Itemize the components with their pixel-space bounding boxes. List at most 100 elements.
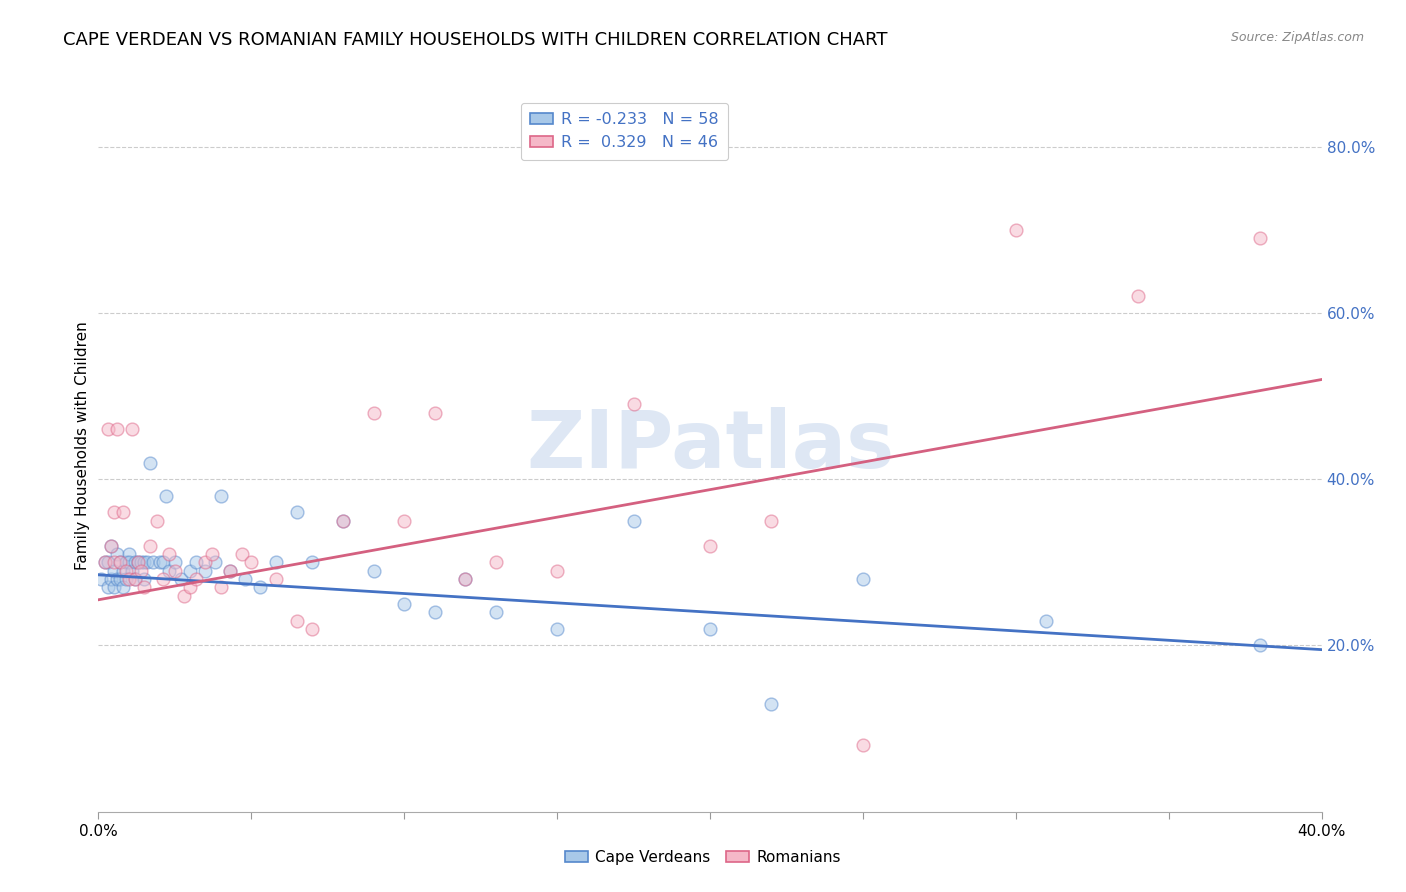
- Point: [179, 580, 201, 594]
- Point: [108, 572, 131, 586]
- Point: [139, 456, 162, 470]
- Point: [301, 555, 323, 569]
- Point: [134, 572, 156, 586]
- Point: [852, 738, 875, 752]
- Point: [157, 564, 180, 578]
- Point: [157, 547, 180, 561]
- Point: [103, 564, 125, 578]
- Point: [485, 555, 508, 569]
- Point: [186, 555, 208, 569]
- Point: [127, 555, 149, 569]
- Point: [129, 564, 152, 578]
- Point: [142, 555, 165, 569]
- Point: [231, 547, 253, 561]
- Point: [108, 555, 131, 569]
- Point: [454, 572, 477, 586]
- Point: [111, 564, 134, 578]
- Point: [233, 572, 256, 586]
- Point: [363, 564, 385, 578]
- Point: [1035, 614, 1057, 628]
- Point: [1004, 223, 1026, 237]
- Point: [249, 580, 271, 594]
- Text: ZIPatlas: ZIPatlas: [526, 407, 894, 485]
- Point: [118, 555, 141, 569]
- Point: [134, 580, 156, 594]
- Point: [1128, 289, 1150, 303]
- Point: [115, 564, 138, 578]
- Point: [759, 514, 782, 528]
- Point: [332, 514, 354, 528]
- Point: [204, 555, 226, 569]
- Point: [97, 422, 120, 436]
- Point: [103, 555, 125, 569]
- Y-axis label: Family Households with Children: Family Households with Children: [75, 322, 90, 570]
- Point: [219, 564, 242, 578]
- Point: [264, 572, 287, 586]
- Point: [186, 572, 208, 586]
- Point: [546, 622, 568, 636]
- Point: [124, 572, 146, 586]
- Point: [111, 506, 134, 520]
- Point: [209, 580, 232, 594]
- Point: [115, 572, 138, 586]
- Point: [392, 514, 416, 528]
- Point: [264, 555, 287, 569]
- Point: [285, 506, 308, 520]
- Point: [219, 564, 242, 578]
- Point: [454, 572, 477, 586]
- Point: [155, 489, 177, 503]
- Point: [115, 555, 138, 569]
- Point: [1249, 231, 1271, 245]
- Point: [163, 564, 186, 578]
- Point: [97, 580, 120, 594]
- Point: [285, 614, 308, 628]
- Point: [129, 555, 152, 569]
- Point: [152, 572, 174, 586]
- Point: [485, 605, 508, 619]
- Point: [111, 580, 134, 594]
- Point: [759, 697, 782, 711]
- Point: [118, 547, 141, 561]
- Point: [179, 564, 201, 578]
- Point: [145, 514, 167, 528]
- Point: [105, 547, 128, 561]
- Point: [100, 539, 122, 553]
- Point: [136, 555, 159, 569]
- Point: [194, 555, 217, 569]
- Point: [121, 422, 143, 436]
- Text: CAPE VERDEAN VS ROMANIAN FAMILY HOUSEHOLDS WITH CHILDREN CORRELATION CHART: CAPE VERDEAN VS ROMANIAN FAMILY HOUSEHOL…: [63, 31, 887, 49]
- Point: [93, 555, 115, 569]
- Point: [852, 572, 875, 586]
- Point: [194, 564, 217, 578]
- Point: [97, 555, 120, 569]
- Point: [200, 547, 222, 561]
- Point: [139, 539, 162, 553]
- Legend: R = -0.233   N = 58, R =  0.329   N = 46: R = -0.233 N = 58, R = 0.329 N = 46: [520, 103, 728, 160]
- Point: [152, 555, 174, 569]
- Text: Source: ZipAtlas.com: Source: ZipAtlas.com: [1230, 31, 1364, 45]
- Point: [105, 422, 128, 436]
- Point: [240, 555, 263, 569]
- Point: [170, 572, 193, 586]
- Point: [163, 555, 186, 569]
- Point: [127, 555, 149, 569]
- Point: [134, 555, 156, 569]
- Point: [118, 572, 141, 586]
- Point: [124, 572, 146, 586]
- Point: [699, 539, 721, 553]
- Point: [209, 489, 232, 503]
- Point: [90, 572, 112, 586]
- Point: [103, 580, 125, 594]
- Legend: Cape Verdeans, Romanians: Cape Verdeans, Romanians: [558, 844, 848, 871]
- Point: [105, 572, 128, 586]
- Point: [121, 564, 143, 578]
- Point: [546, 564, 568, 578]
- Point: [623, 514, 645, 528]
- Point: [363, 406, 385, 420]
- Point: [699, 622, 721, 636]
- Point: [332, 514, 354, 528]
- Point: [1249, 639, 1271, 653]
- Point: [100, 539, 122, 553]
- Point: [100, 572, 122, 586]
- Point: [623, 397, 645, 411]
